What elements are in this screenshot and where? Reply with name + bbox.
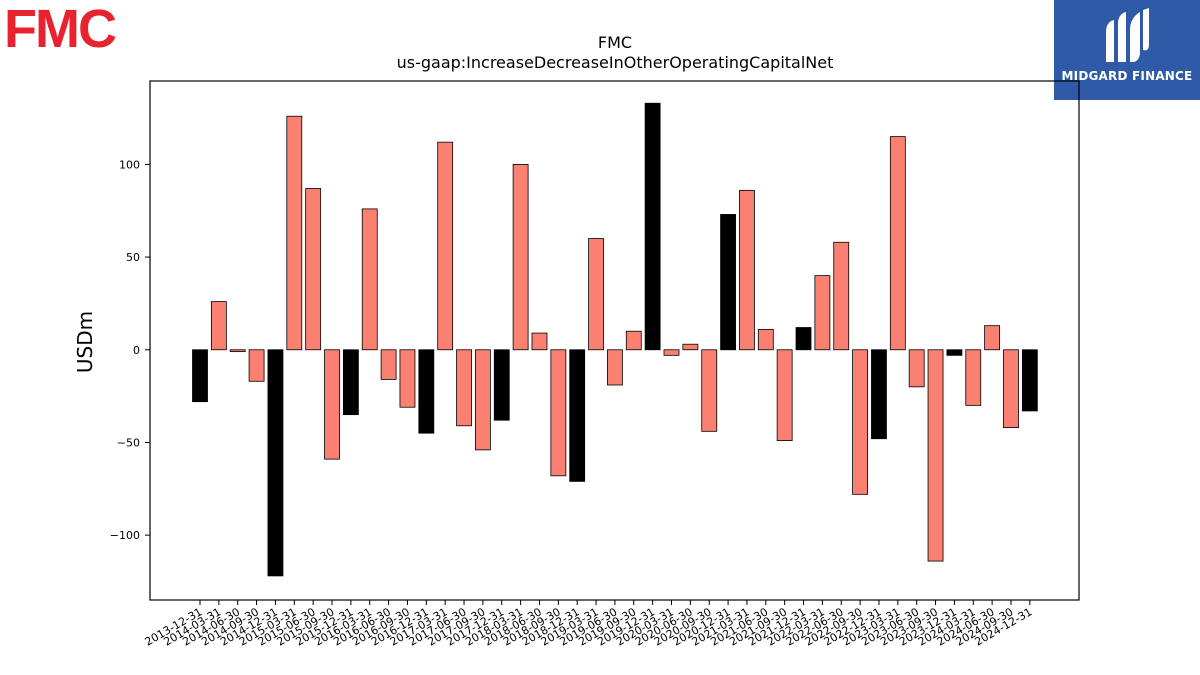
bar-2014-06-30: [229, 349, 246, 353]
bar-2024-12-31: [1021, 349, 1038, 412]
bar-2014-03-31: [210, 301, 227, 351]
bar-2024-03-31: [965, 349, 982, 406]
bar-2015-12-31: [342, 349, 359, 416]
bar-2016-09-30: [399, 349, 416, 408]
bar-2013-12-31: [192, 349, 208, 403]
bar-2018-09-30: [550, 349, 567, 477]
y-tick-label: 50: [126, 251, 140, 264]
bar-2016-12-31: [418, 349, 435, 434]
bar-2023-06-30: [908, 349, 925, 388]
bar-2022-06-30: [833, 241, 850, 351]
midgard-emblem-icon: [1106, 8, 1149, 62]
bar-2020-12-31: [720, 214, 736, 351]
bar-2018-06-30: [531, 332, 548, 351]
fmc-logo-mark: FMC: [4, 0, 118, 59]
bar-2022-09-30: [852, 349, 868, 495]
y-tick-label: −100: [110, 529, 140, 542]
bars: [192, 102, 1038, 577]
bar-2019-12-31: [644, 102, 661, 351]
bar-2023-03-31: [889, 136, 906, 351]
bar-2024-09-30: [1003, 349, 1019, 429]
bar-2019-09-30: [625, 330, 642, 351]
bar-2014-12-31: [267, 349, 284, 577]
fmc-logo-text: FMC: [4, 0, 116, 59]
bar-2024-06-30: [984, 325, 1001, 351]
bar-2017-03-31: [437, 141, 454, 351]
bar-2021-09-30: [776, 349, 793, 441]
y-tick-label: −50: [117, 436, 140, 449]
bar-2016-03-31: [361, 208, 378, 351]
bar-2022-12-31: [871, 349, 887, 440]
midgard-brand-text: MIDGARD FINANCE: [1061, 69, 1193, 83]
bar-2022-03-31: [814, 275, 831, 351]
bar-2018-12-31: [569, 349, 586, 482]
y-tick-label: 100: [119, 158, 140, 171]
bar-2017-06-30: [456, 349, 472, 427]
bar-2015-06-30: [305, 188, 322, 351]
bar-2018-03-31: [512, 164, 529, 351]
y-tick-label: 0: [133, 344, 140, 357]
chart-title: FMC: [598, 33, 632, 52]
bar-2015-03-31: [286, 115, 303, 351]
bar-2019-06-30: [607, 349, 623, 386]
y-axis: −100 −50 0 50 100: [110, 158, 150, 542]
bar-2020-09-30: [701, 349, 718, 432]
bar-2021-12-31: [795, 327, 812, 351]
bar-2023-09-30: [927, 349, 944, 562]
fmc-logo: FMC: [0, 0, 160, 60]
bar-2023-12-31: [946, 349, 963, 356]
bar-2021-06-30: [757, 328, 774, 351]
bar-2015-09-30: [324, 349, 340, 460]
bar-2020-03-31: [663, 349, 680, 356]
bar-2019-03-31: [588, 238, 604, 351]
x-axis: 2013-12-312014-03-312014-06-302014-09-30…: [143, 600, 1034, 649]
bar-2016-06-30: [380, 349, 397, 380]
bar-2017-12-31: [493, 349, 510, 421]
bar-2020-06-30: [682, 343, 699, 351]
y-axis-label: USDm: [73, 311, 97, 373]
bar-2021-03-31: [739, 189, 755, 351]
midgard-finance-logo: MIDGARD FINANCE: [1054, 0, 1200, 100]
chart-subtitle: us-gaap:IncreaseDecreaseInOtherOperating…: [397, 53, 834, 72]
plot-frame: [149, 80, 1080, 601]
bar-2014-09-30: [248, 349, 265, 382]
bar-2017-09-30: [474, 349, 491, 451]
